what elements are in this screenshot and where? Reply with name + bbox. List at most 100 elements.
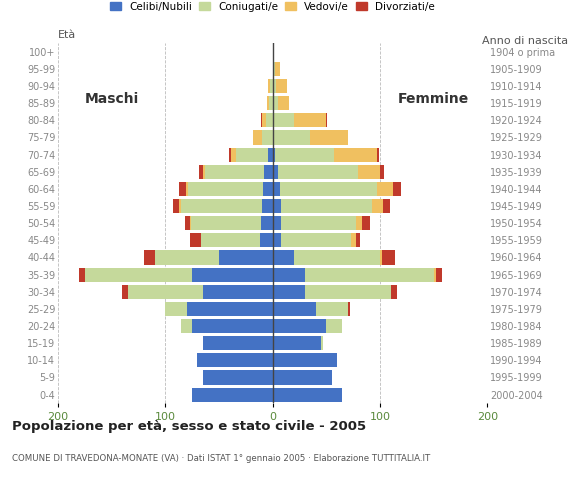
- Bar: [201, 233, 260, 247]
- Bar: [179, 199, 182, 213]
- Bar: [275, 62, 280, 76]
- Bar: [372, 199, 383, 213]
- Bar: [351, 233, 356, 247]
- Bar: [262, 113, 266, 127]
- Bar: [275, 147, 333, 162]
- Bar: [203, 336, 273, 350]
- Bar: [380, 165, 384, 179]
- Bar: [192, 319, 273, 333]
- Bar: [273, 285, 305, 299]
- Bar: [380, 251, 382, 264]
- Bar: [276, 79, 287, 93]
- Bar: [273, 182, 280, 196]
- Bar: [273, 353, 337, 367]
- Bar: [294, 251, 380, 264]
- Bar: [273, 147, 275, 162]
- Bar: [273, 251, 294, 264]
- Bar: [383, 199, 390, 213]
- Bar: [263, 182, 273, 196]
- Bar: [391, 285, 397, 299]
- Bar: [273, 165, 278, 179]
- Legend: Celibi/Nubili, Coniugati/e, Vedovi/e, Divorziati/e: Celibi/Nubili, Coniugati/e, Vedovi/e, Di…: [110, 1, 435, 12]
- Bar: [262, 199, 273, 213]
- Bar: [182, 199, 262, 213]
- Text: COMUNE DI TRAVEDONA-MONATE (VA) · Dati ISTAT 1° gennaio 2005 · Elaborazione TUTT: COMUNE DI TRAVEDONA-MONATE (VA) · Dati I…: [12, 454, 430, 463]
- Bar: [294, 113, 326, 127]
- Bar: [188, 182, 263, 196]
- Bar: [278, 165, 358, 179]
- Bar: [266, 113, 273, 127]
- Text: Anno di nascita: Anno di nascita: [483, 36, 568, 46]
- Bar: [197, 353, 273, 367]
- Bar: [205, 165, 264, 179]
- Bar: [273, 216, 281, 230]
- Bar: [376, 147, 379, 162]
- Bar: [356, 233, 360, 247]
- Bar: [144, 251, 154, 264]
- Bar: [236, 147, 269, 162]
- Bar: [190, 233, 201, 247]
- Bar: [273, 131, 310, 144]
- Bar: [186, 182, 188, 196]
- Bar: [229, 147, 231, 162]
- Bar: [326, 113, 327, 127]
- Bar: [253, 131, 262, 144]
- Bar: [358, 165, 380, 179]
- Bar: [305, 285, 391, 299]
- Bar: [190, 216, 191, 230]
- Bar: [179, 182, 186, 196]
- Bar: [273, 79, 276, 93]
- Bar: [187, 302, 273, 316]
- Bar: [267, 96, 269, 110]
- Bar: [184, 216, 190, 230]
- Bar: [154, 251, 219, 264]
- Bar: [273, 113, 294, 127]
- Bar: [273, 199, 281, 213]
- Bar: [310, 131, 348, 144]
- Bar: [362, 216, 370, 230]
- Bar: [231, 147, 236, 162]
- Bar: [273, 62, 275, 76]
- Bar: [316, 302, 348, 316]
- Text: Femmine: Femmine: [398, 93, 469, 107]
- Bar: [165, 302, 187, 316]
- Bar: [281, 216, 356, 230]
- Bar: [334, 147, 376, 162]
- Text: Età: Età: [58, 30, 76, 40]
- Bar: [376, 182, 393, 196]
- Bar: [191, 216, 261, 230]
- Bar: [192, 388, 273, 402]
- Bar: [393, 182, 401, 196]
- Bar: [273, 319, 326, 333]
- Bar: [281, 199, 372, 213]
- Bar: [269, 96, 273, 110]
- Bar: [273, 96, 278, 110]
- Bar: [280, 182, 376, 196]
- Bar: [182, 319, 192, 333]
- Bar: [173, 199, 179, 213]
- Bar: [192, 268, 273, 282]
- Bar: [273, 302, 316, 316]
- Bar: [436, 268, 442, 282]
- Bar: [434, 268, 436, 282]
- Bar: [273, 371, 332, 384]
- Bar: [203, 371, 273, 384]
- Bar: [128, 285, 203, 299]
- Bar: [260, 233, 273, 247]
- Bar: [203, 285, 273, 299]
- Bar: [278, 96, 289, 110]
- Bar: [270, 79, 273, 93]
- Bar: [219, 251, 273, 264]
- Bar: [326, 319, 342, 333]
- Bar: [382, 251, 395, 264]
- Bar: [273, 388, 342, 402]
- Bar: [348, 302, 350, 316]
- Bar: [321, 336, 323, 350]
- Bar: [281, 233, 351, 247]
- Bar: [261, 113, 262, 127]
- Text: Popolazione per età, sesso e stato civile - 2005: Popolazione per età, sesso e stato civil…: [12, 420, 366, 432]
- Bar: [122, 285, 128, 299]
- Text: Maschi: Maschi: [85, 93, 139, 107]
- Bar: [262, 131, 273, 144]
- Bar: [261, 216, 273, 230]
